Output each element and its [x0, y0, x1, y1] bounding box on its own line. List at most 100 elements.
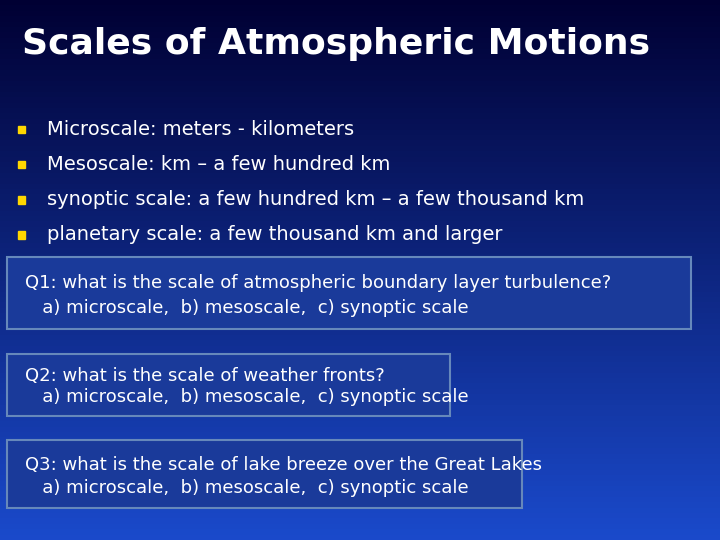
Bar — [0, 238, 720, 243]
Bar — [0, 38, 720, 43]
Bar — [0, 70, 720, 76]
Bar — [0, 470, 720, 475]
Bar — [0, 103, 720, 108]
Bar — [0, 146, 720, 151]
Bar — [0, 346, 720, 351]
Bar — [0, 524, 720, 529]
FancyBboxPatch shape — [7, 354, 450, 416]
Text: a) microscale,  b) mesoscale,  c) synoptic scale: a) microscale, b) mesoscale, c) synoptic… — [25, 299, 469, 317]
Bar — [0, 0, 720, 5]
Bar — [0, 86, 720, 92]
Text: Q2: what is the scale of weather fronts?: Q2: what is the scale of weather fronts? — [25, 367, 385, 385]
Bar — [0, 221, 720, 227]
Bar — [0, 119, 720, 124]
Bar — [0, 140, 720, 146]
Bar — [0, 65, 720, 70]
Bar — [0, 259, 720, 265]
Bar — [0, 454, 720, 459]
Bar — [0, 135, 720, 140]
Bar — [0, 335, 720, 340]
Bar — [18, 231, 25, 239]
Bar — [0, 324, 720, 329]
Bar — [0, 265, 720, 270]
Text: a) microscale,  b) mesoscale,  c) synoptic scale: a) microscale, b) mesoscale, c) synoptic… — [25, 388, 469, 406]
Bar — [0, 292, 720, 297]
Bar — [0, 378, 720, 383]
Bar — [0, 157, 720, 162]
Bar — [0, 54, 720, 59]
Bar — [18, 126, 25, 133]
Bar — [0, 32, 720, 38]
Bar — [0, 486, 720, 491]
Bar — [0, 427, 720, 432]
Bar — [0, 405, 720, 410]
Bar — [0, 167, 720, 173]
Bar — [0, 43, 720, 49]
Bar — [0, 130, 720, 135]
Bar — [0, 275, 720, 281]
Bar — [0, 459, 720, 464]
Bar — [0, 108, 720, 113]
Bar — [0, 508, 720, 513]
Bar — [0, 502, 720, 508]
Bar — [0, 297, 720, 302]
Bar — [0, 535, 720, 540]
Text: a) microscale,  b) mesoscale,  c) synoptic scale: a) microscale, b) mesoscale, c) synoptic… — [25, 478, 469, 496]
Bar — [0, 421, 720, 427]
Bar — [0, 243, 720, 248]
Bar — [0, 475, 720, 481]
Bar — [0, 497, 720, 502]
Bar — [18, 161, 25, 168]
Bar — [0, 448, 720, 454]
Bar — [0, 113, 720, 119]
Bar — [0, 162, 720, 167]
Bar — [0, 416, 720, 421]
Bar — [0, 443, 720, 448]
Bar — [0, 400, 720, 405]
Bar — [0, 389, 720, 394]
Bar — [0, 373, 720, 378]
Bar — [0, 11, 720, 16]
Bar — [0, 394, 720, 400]
Bar — [0, 464, 720, 470]
Bar — [0, 216, 720, 221]
Bar — [0, 481, 720, 486]
Bar — [0, 308, 720, 313]
Bar — [0, 313, 720, 319]
Bar — [0, 124, 720, 130]
Bar — [0, 151, 720, 157]
Bar — [0, 254, 720, 259]
Bar — [0, 286, 720, 292]
Bar — [0, 200, 720, 205]
Text: Q1: what is the scale of atmospheric boundary layer turbulence?: Q1: what is the scale of atmospheric bou… — [25, 274, 611, 292]
Bar — [0, 59, 720, 65]
FancyBboxPatch shape — [7, 256, 691, 329]
Bar — [0, 329, 720, 335]
Bar — [0, 194, 720, 200]
Bar — [0, 319, 720, 324]
Bar — [0, 227, 720, 232]
Bar — [0, 356, 720, 362]
Bar — [0, 16, 720, 22]
Text: Mesoscale: km – a few hundred km: Mesoscale: km – a few hundred km — [47, 155, 390, 174]
Bar — [0, 518, 720, 524]
Bar — [0, 49, 720, 54]
Bar — [0, 351, 720, 356]
Bar — [0, 302, 720, 308]
Bar — [0, 362, 720, 367]
Bar — [0, 367, 720, 373]
Bar — [0, 184, 720, 189]
Bar — [0, 432, 720, 437]
Bar — [0, 92, 720, 97]
Bar — [0, 383, 720, 389]
Text: Scales of Atmospheric Motions: Scales of Atmospheric Motions — [22, 27, 649, 61]
Bar — [0, 205, 720, 211]
Bar — [0, 281, 720, 286]
Bar — [0, 529, 720, 535]
Bar — [0, 491, 720, 497]
Bar — [0, 189, 720, 194]
Bar — [18, 196, 25, 204]
Bar — [0, 22, 720, 27]
Bar — [0, 97, 720, 103]
Bar — [0, 248, 720, 254]
